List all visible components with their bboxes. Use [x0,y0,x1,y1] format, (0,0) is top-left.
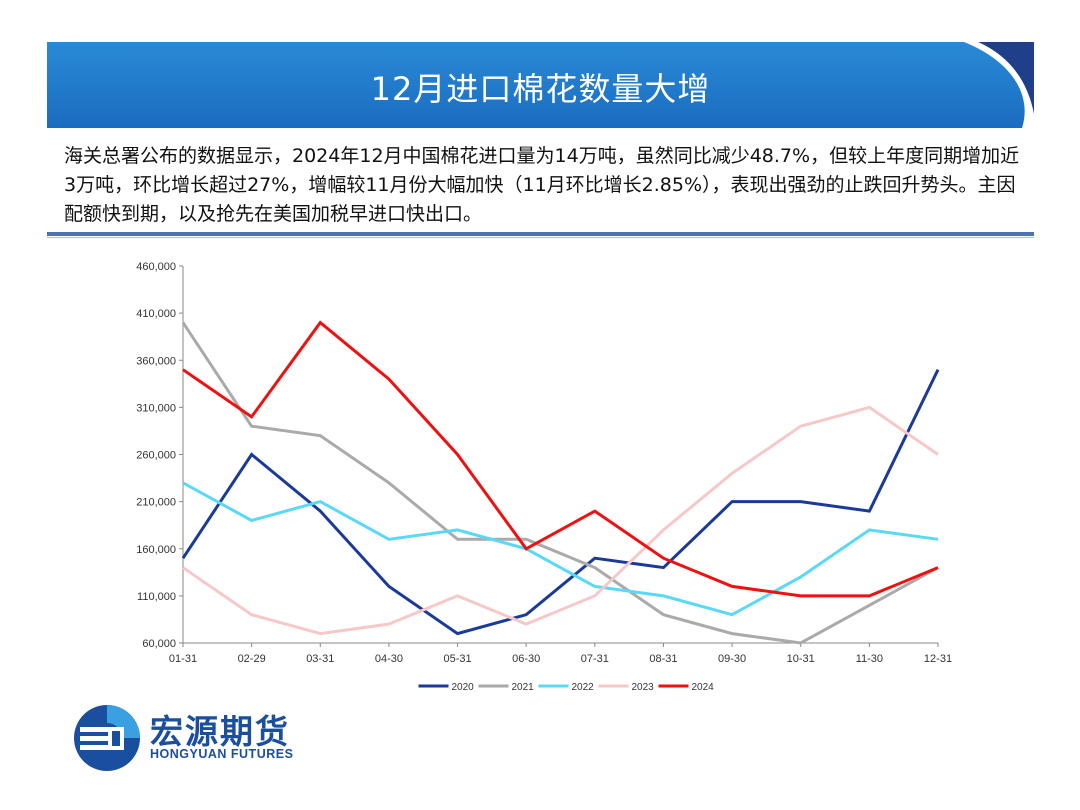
y-tick-label: 110,000 [137,591,176,603]
y-tick-label: 210,000 [136,497,176,509]
legend-label-2023: 2023 [632,682,655,693]
hongyuan-logo-icon [74,705,140,771]
series-line-2021 [181,321,939,645]
y-tick-label: 60,000 [142,638,176,650]
legend-label-2021: 2021 [512,682,535,693]
title-banner: 12月进口棉花数量大增 [47,42,1034,128]
x-tick-label: 11-30 [856,653,883,665]
page-title: 12月进口棉花数量大增 [370,70,711,108]
legend-label-2022: 2022 [572,682,595,693]
y-tick-label: 410,000 [136,308,176,320]
x-tick-label: 10-31 [787,653,815,665]
x-tick-label: 09-30 [718,653,746,665]
brand-logo: 宏源期货 HONGYUAN FUTURES [72,703,372,773]
separator-line-thin [47,237,1034,238]
brand-name-cn: 宏源期货 [150,712,290,751]
legend-label-2024: 2024 [692,682,715,693]
cotton-import-line-chart: 60,000 110,000 160,000 210,000 260,000 310,00… [136,261,952,693]
brand-name-en: HONGYUAN FUTURES [150,747,294,761]
x-tick-label: 02-29 [238,653,266,665]
y-tick-label: 160,000 [136,544,176,556]
legend-label-2020: 2020 [452,682,475,693]
x-tick-label: 05-31 [443,653,471,665]
series-line-2022 [182,481,939,617]
y-tick-label: 460,000 [136,261,176,273]
x-tick-label: 04-30 [375,653,403,665]
intro-paragraph: 海关总署公布的数据显示，2024年12月中国棉花进口量为14万吨，虽然同比减少4… [64,145,1020,225]
series-line-2020 [181,369,940,636]
y-tick-label: 310,000 [136,402,176,414]
y-tick-label: 360,000 [136,355,176,367]
x-tick-label: 07-31 [581,653,609,665]
series-line-2023 [182,405,939,636]
y-tick-label: 260,000 [136,450,176,462]
x-tick-label: 06-30 [512,653,540,665]
x-tick-label: 03-31 [306,653,334,665]
series-line-2024 [182,320,939,598]
x-tick-label: 12-31 [924,653,952,665]
banner-corner-swoosh [964,42,1034,128]
x-tick-label: 01-31 [169,653,197,665]
separator-line [47,232,1034,236]
x-tick-label: 08-31 [649,653,677,665]
